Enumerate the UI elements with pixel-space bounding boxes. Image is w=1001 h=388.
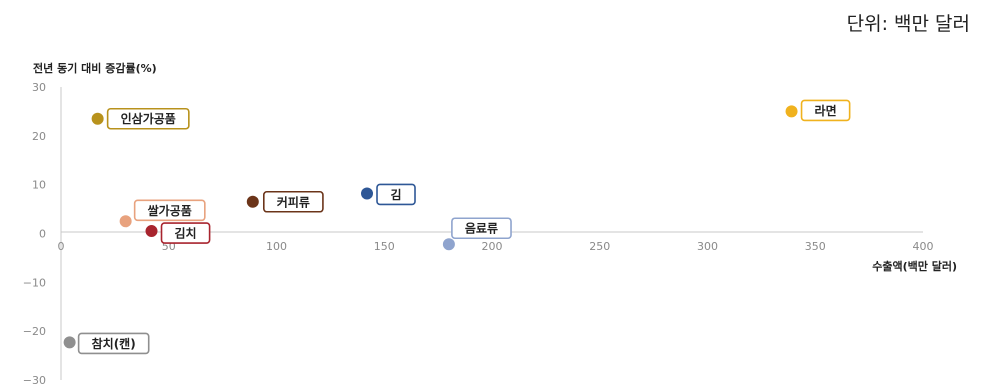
point-label-text: 커피류 xyxy=(277,194,310,209)
point-label: 라면 xyxy=(800,99,851,122)
point-label-text: 김치 xyxy=(175,226,197,241)
data-point xyxy=(91,112,104,125)
y-tick-label: 30 xyxy=(32,81,46,94)
point-label-box xyxy=(160,222,211,244)
x-tick-labels: 0 50 100 150 200 250 300 350 400 xyxy=(58,240,934,253)
point-label: 김 xyxy=(376,183,416,206)
point-label-text: 김 xyxy=(390,187,401,202)
data-point xyxy=(785,105,798,118)
point-label-box xyxy=(262,190,324,213)
x-tick-label: 200 xyxy=(482,240,503,253)
point-label-box xyxy=(451,217,512,240)
point-label-text: 음료류 xyxy=(465,221,498,236)
point-label-box xyxy=(800,99,851,122)
point-label: 쌀가공품 xyxy=(133,199,206,222)
point-label-box xyxy=(106,107,190,130)
x-tick-label: 0 xyxy=(58,240,65,253)
data-point xyxy=(145,225,158,238)
point-label-box xyxy=(376,183,416,206)
data-point xyxy=(119,215,132,228)
point-label-box xyxy=(77,332,150,355)
x-tick-label: 350 xyxy=(805,240,826,253)
x-tick-label: 100 xyxy=(266,240,287,253)
y-tick-label: −30 xyxy=(23,374,46,387)
point-label: 참치(캔) xyxy=(77,332,150,355)
data-points xyxy=(63,105,798,349)
y-tick-label: −10 xyxy=(23,276,46,289)
y-tick-label: 0 xyxy=(39,228,46,241)
data-point xyxy=(246,195,259,208)
y-tick-label: 10 xyxy=(32,179,46,192)
x-tick-label: 150 xyxy=(374,240,395,253)
point-label: 김치 xyxy=(160,222,211,244)
unit-label: 단위: 백만 달러 xyxy=(846,13,970,35)
point-label-text: 쌀가공품 xyxy=(148,203,192,218)
point-label: 인삼가공품 xyxy=(106,107,190,130)
y-tick-label: 20 xyxy=(32,130,46,143)
point-label-text: 참치(캔) xyxy=(92,336,136,351)
x-axis-title: 수출액(백만 달러) xyxy=(872,259,957,273)
y-tick-labels: 30 20 10 0 −10 −20 −30 xyxy=(23,81,46,387)
y-tick-label: −20 xyxy=(23,325,46,338)
point-label-text: 라면 xyxy=(815,103,837,118)
x-tick-label: 300 xyxy=(697,240,718,253)
point-label-text: 인삼가공품 xyxy=(121,111,176,126)
point-label-box xyxy=(133,199,206,222)
data-point xyxy=(442,238,455,251)
data-point xyxy=(63,336,76,349)
y-axis-title: 전년 동기 대비 증감률(%) xyxy=(33,61,157,75)
point-label: 커피류 xyxy=(262,190,324,213)
x-tick-label: 250 xyxy=(589,240,610,253)
x-tick-label: 400 xyxy=(913,240,934,253)
point-label: 음료류 xyxy=(451,217,512,240)
data-point xyxy=(361,187,374,200)
